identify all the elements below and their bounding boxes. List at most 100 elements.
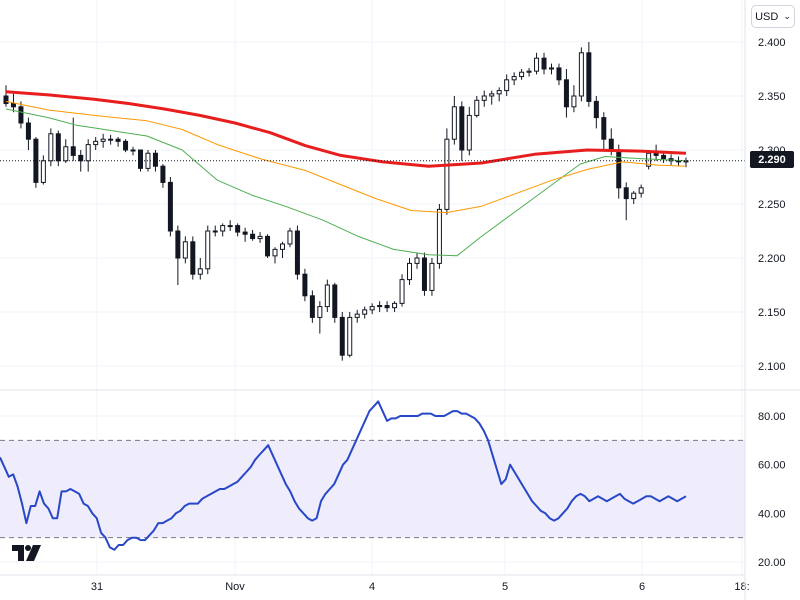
- candle: [205, 225, 211, 275]
- candle-body-down: [563, 79, 569, 108]
- candle: [571, 85, 577, 113]
- candle: [339, 312, 345, 361]
- candle-body-up: [48, 133, 54, 162]
- candle: [593, 96, 599, 129]
- candle: [287, 227, 293, 248]
- candle-body-up: [638, 187, 644, 194]
- candle: [646, 150, 652, 170]
- candle-body-down: [25, 122, 31, 140]
- candle: [474, 96, 480, 118]
- candle: [85, 139, 91, 172]
- candle-body-up: [220, 225, 226, 232]
- candle: [130, 146, 136, 156]
- candle: [63, 139, 69, 163]
- candle: [638, 184, 644, 198]
- candle-body-down: [541, 57, 547, 70]
- candle: [466, 106, 472, 156]
- candle: [616, 144, 622, 199]
- candle-body-down: [421, 257, 427, 291]
- candle: [175, 225, 181, 285]
- chevron-down-icon: ⌄: [783, 11, 791, 21]
- candle: [563, 69, 569, 118]
- candle: [324, 279, 330, 312]
- candle: [100, 133, 106, 148]
- candle: [354, 309, 360, 323]
- candle-body-down: [160, 165, 166, 183]
- candle: [451, 96, 457, 145]
- candle-body-down: [175, 230, 181, 259]
- candle: [407, 258, 413, 285]
- candle-body-down: [167, 181, 173, 232]
- candle: [294, 225, 300, 280]
- candle: [489, 90, 495, 105]
- candle-body-down: [78, 154, 84, 162]
- candle: [18, 101, 24, 129]
- candle-body-up: [496, 90, 502, 95]
- candle: [436, 204, 442, 269]
- candle: [235, 223, 241, 237]
- candle-body-down: [190, 241, 196, 275]
- candle-body-up: [548, 67, 554, 70]
- price-tick-label: 2.150: [758, 307, 786, 319]
- candle-body-down: [3, 95, 9, 105]
- candle: [519, 69, 525, 80]
- candle-body-up: [504, 79, 510, 92]
- candle: [138, 149, 144, 172]
- candle-body-up: [63, 146, 69, 162]
- candle-body-down: [70, 146, 76, 156]
- price-tick-label: 2.350: [758, 91, 786, 103]
- candle: [578, 47, 584, 102]
- candle-body-down: [623, 187, 629, 200]
- candle-body-up: [429, 262, 435, 291]
- candle: [631, 191, 637, 204]
- candle: [332, 282, 338, 323]
- candle: [534, 52, 540, 75]
- candle-body-up: [347, 316, 353, 356]
- candle-body-down: [294, 230, 300, 275]
- rsi-panel: [0, 400, 687, 551]
- candle: [93, 137, 99, 150]
- candle: [55, 130, 61, 167]
- candle-body-up: [227, 225, 233, 228]
- candle-body-down: [593, 100, 599, 119]
- candle-body-up: [407, 262, 413, 281]
- candle: [504, 74, 510, 96]
- time-tick-label: 18:: [734, 581, 749, 593]
- candle: [548, 63, 554, 75]
- candle-body-up: [481, 95, 487, 101]
- candle: [160, 164, 166, 188]
- time-tick-label: 6: [639, 581, 645, 593]
- candle-body-down: [115, 138, 121, 142]
- candle: [250, 229, 256, 241]
- candle-body-down: [242, 231, 248, 235]
- candle-body-up: [444, 138, 450, 210]
- currency-label: USD: [755, 10, 779, 23]
- candle: [167, 177, 173, 237]
- candle-body-up: [205, 230, 211, 270]
- candle: [115, 137, 121, 147]
- candle: [227, 220, 233, 231]
- candle-body-down: [616, 149, 622, 189]
- rsi-line: [0, 400, 687, 551]
- last-price-badge: 2.290: [750, 151, 794, 168]
- time-tick-label: 31: [91, 581, 103, 593]
- currency-selector[interactable]: USD ⌄: [751, 5, 795, 28]
- candle-body-down: [152, 152, 158, 167]
- candle-body-up: [646, 152, 652, 167]
- candle-body-up: [354, 313, 360, 318]
- price-tick-label: 2.200: [758, 253, 786, 265]
- candle-body-up: [317, 306, 323, 318]
- candle-body-down: [661, 154, 667, 160]
- candle: [302, 268, 308, 302]
- candle: [661, 152, 667, 163]
- candle: [392, 301, 398, 312]
- candle: [212, 225, 218, 237]
- candle-body-up: [197, 268, 203, 275]
- candle-body-up: [526, 70, 532, 73]
- candle: [108, 134, 114, 145]
- candle-body-up: [40, 160, 46, 183]
- candle-body-down: [265, 235, 271, 257]
- candle-body-up: [511, 76, 517, 81]
- rsi-tick-label: 20.00: [758, 557, 786, 569]
